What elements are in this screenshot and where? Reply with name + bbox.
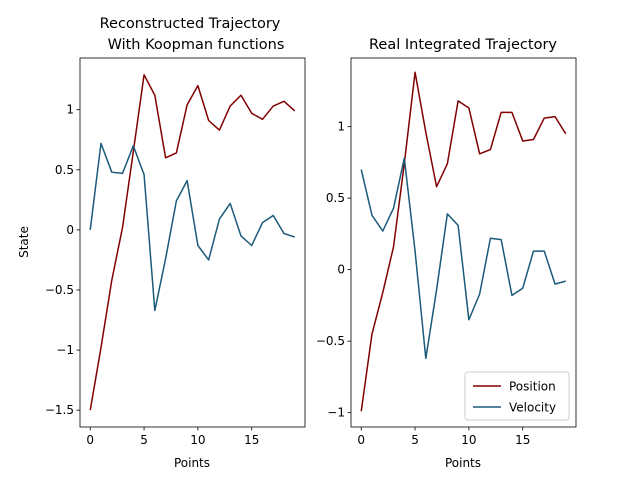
right-x-axis-label: Points [445, 456, 481, 470]
right-y-tick-label: 0.5 [326, 191, 345, 205]
left-y-tick-label: −1 [56, 343, 74, 357]
left-x-axis-label: Points [174, 456, 210, 470]
left-position-line [89, 74, 296, 411]
legend-position-label: Position [509, 380, 556, 394]
legend: Position Velocity [464, 371, 570, 421]
right-y-tick-label: 0 [337, 263, 345, 277]
right-subplot: Real Integrated Trajectory Points 0 5 10 15… [316, 37, 577, 470]
right-velocity-line [360, 157, 566, 360]
left-ticks: 0 5 10 15 −1.5 −1 −0.5 0 0.5 1 [45, 103, 259, 447]
left-subplot: Reconstructed Trajectory With Koopman fu… [17, 16, 306, 470]
left-title-line-1: Reconstructed Trajectory [100, 16, 281, 32]
right-series-lines [360, 71, 567, 412]
right-position-line [360, 71, 567, 412]
right-y-tick-label: −1 [327, 406, 345, 420]
left-title-line-2: With Koopman functions [108, 37, 285, 53]
legend-frame [464, 371, 570, 421]
right-title: Real Integrated Trajectory [369, 37, 557, 53]
right-x-tick-label: 15 [515, 433, 530, 447]
right-x-tick-label: 10 [461, 433, 476, 447]
left-y-tick-label: 0.5 [55, 163, 74, 177]
left-plot-frame [79, 57, 306, 428]
left-y-tick-label: 1 [66, 103, 74, 117]
left-y-tick-label: 0 [66, 223, 74, 237]
left-series-lines [89, 74, 296, 411]
left-y-axis-label: State [17, 226, 31, 258]
left-velocity-line [89, 142, 296, 312]
right-y-tick-label: −0.5 [316, 334, 345, 348]
left-y-tick-label: −0.5 [45, 283, 74, 297]
left-x-tick-label: 0 [86, 433, 94, 447]
legend-velocity-label: Velocity [509, 401, 556, 415]
right-x-tick-label: 0 [357, 433, 365, 447]
left-y-tick-label: −1.5 [45, 403, 74, 417]
left-x-tick-label: 10 [190, 433, 205, 447]
right-y-tick-label: 1 [337, 120, 345, 134]
left-x-tick-label: 15 [244, 433, 259, 447]
right-x-tick-label: 5 [411, 433, 419, 447]
left-x-tick-label: 5 [140, 433, 148, 447]
right-ticks: 0 5 10 15 −1 −0.5 0 0.5 1 [316, 120, 530, 447]
right-plot-frame [350, 57, 577, 428]
